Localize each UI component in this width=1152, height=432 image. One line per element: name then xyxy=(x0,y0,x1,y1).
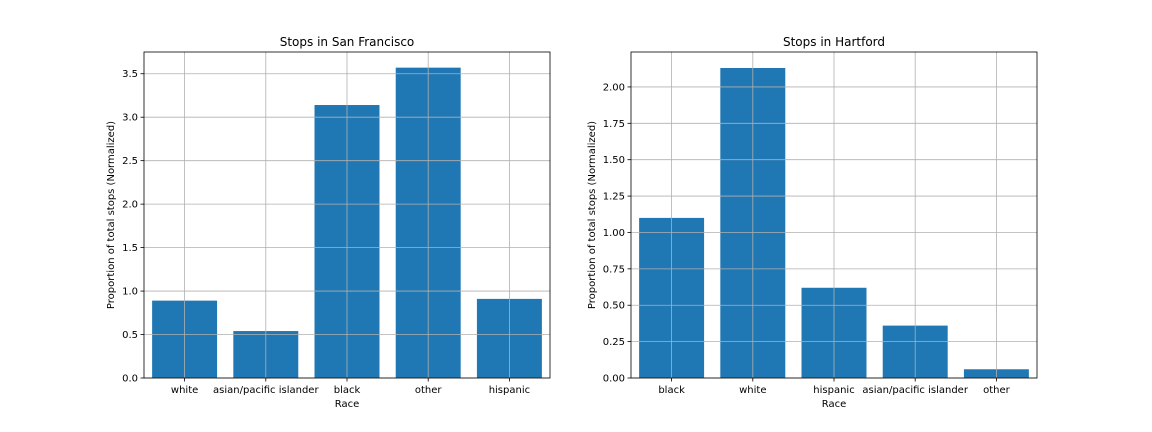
y-axis-label: Proportion of total stops (Normalized) xyxy=(106,121,117,309)
x-axis-label: Race xyxy=(822,399,847,410)
chart-hartford: Stops in Hartford Race Proportion of tot… xyxy=(587,35,1038,410)
y-axis-label: Proportion of total stops (Normalized) xyxy=(587,121,598,309)
y-tick-label: 1.00 xyxy=(603,228,625,239)
y-tick-label: 3.0 xyxy=(122,113,138,124)
y-tick-label: 1.75 xyxy=(603,119,625,130)
x-tick-label: white xyxy=(171,385,198,396)
x-tick-label: black xyxy=(658,385,685,396)
y-tick-label: 0.25 xyxy=(603,337,625,348)
x-axis-label: Race xyxy=(335,399,360,410)
x-tick-label: asian/pacific islander xyxy=(862,385,968,396)
y-tick-label: 2.5 xyxy=(122,156,138,167)
y-tick-label: 1.0 xyxy=(122,287,138,298)
y-tick-label: 2.00 xyxy=(603,82,625,93)
y-tick-label: 0.5 xyxy=(122,330,138,341)
chart-title: Stops in San Francisco xyxy=(280,35,415,49)
x-tick-label: black xyxy=(334,385,361,396)
x-tick-label: other xyxy=(415,385,443,396)
x-tick-label: asian/pacific islander xyxy=(213,385,319,396)
y-tick-label: 1.5 xyxy=(122,243,138,254)
y-tick-label: 0.75 xyxy=(603,264,625,275)
y-tick-label: 1.25 xyxy=(603,192,625,203)
y-tick-label: 0.00 xyxy=(603,374,625,385)
y-tick-label: 0.50 xyxy=(603,301,625,312)
chart-title: Stops in Hartford xyxy=(783,35,885,49)
y-tick-label: 2.0 xyxy=(122,200,138,211)
y-tick-label: 0.0 xyxy=(122,374,138,385)
x-tick-label: other xyxy=(983,385,1011,396)
x-tick-label: hispanic xyxy=(489,385,530,396)
y-tick-label: 3.5 xyxy=(122,69,138,80)
y-tick-label: 1.50 xyxy=(603,155,625,166)
chart-san-francisco: Stops in San Francisco Race Proportion o… xyxy=(106,35,551,410)
x-tick-label: hispanic xyxy=(813,385,854,396)
x-tick-label: white xyxy=(739,385,766,396)
